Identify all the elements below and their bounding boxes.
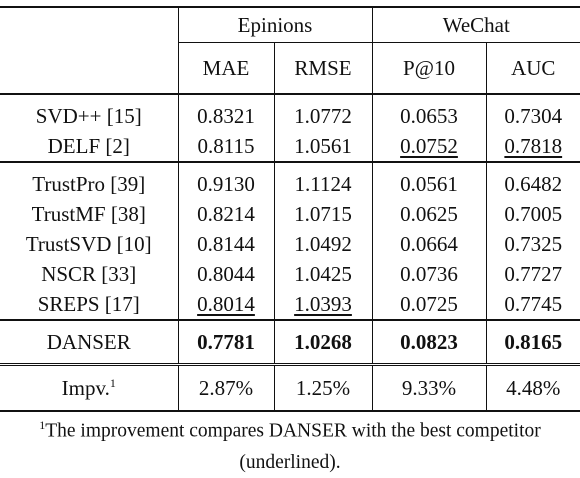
table-row: SVD++ [15] 0.8321 1.0772 0.0653 0.7304 [0, 93, 580, 131]
value-cell: 1.0772 [273, 93, 372, 131]
improvement-label: Impv. [61, 375, 110, 400]
method-name: DELF [2] [47, 133, 130, 158]
value-cell: 0.0625 [371, 199, 486, 229]
improvement-value: 2.87% [177, 363, 274, 412]
value-cell: 1.1124 [273, 161, 372, 199]
value-cell: 0.8144 [177, 229, 274, 259]
value-cell: 0.7304 [485, 93, 580, 131]
improvement-value: 4.48% [485, 363, 580, 412]
footnote-text: The improvement compares DANSER with the… [45, 420, 541, 442]
value-cell-underlined: 0.8014 [197, 291, 255, 316]
improvement-label-cell: Impv.1 [0, 363, 178, 412]
method-name: SVD++ [15] [0, 93, 178, 131]
value-cell: 0.8321 [177, 93, 274, 131]
value-cell: 0.0653 [371, 93, 486, 131]
table-row: TrustMF [38] 0.8214 1.0715 0.0625 0.7005 [0, 199, 580, 229]
footnote-line-1: 1The improvement compares DANSER with th… [0, 410, 580, 447]
table-row: TrustSVD [10] 0.8144 1.0492 0.0664 0.732… [0, 229, 580, 259]
method-name: TrustSVD [10] [25, 231, 152, 256]
method-name-ours: DANSER [0, 319, 178, 365]
table-row: SREPS [17] 0.8014 1.0393 0.0725 0.7745 [0, 289, 580, 320]
table-row-ours: DANSER 0.7781 1.0268 0.0823 0.8165 [0, 319, 580, 365]
improvement-value: 1.25% [273, 363, 372, 412]
value-cell-underlined: 0.0752 [400, 133, 458, 158]
value-cell-best: 0.7781 [177, 319, 274, 365]
table-row: TrustPro [39] 0.9130 1.1124 0.0561 0.648… [0, 161, 580, 199]
footnote-marker: 1 [109, 375, 116, 390]
value-cell: 1.0425 [273, 259, 372, 289]
value-cell: 1.0715 [273, 199, 372, 229]
footnote-line-2: (underlined). [239, 451, 341, 473]
method-name: NSCR [33] [41, 261, 137, 286]
value-cell: 0.8214 [177, 199, 274, 229]
header-group-epinions: Epinions [177, 6, 372, 43]
value-cell-underlined: 0.7818 [504, 133, 563, 158]
header-empty-cell [0, 6, 178, 43]
value-cell: 0.7745 [485, 289, 580, 320]
value-cell-best: 0.0823 [371, 319, 486, 365]
header-metric-auc: AUC [485, 42, 580, 94]
value-cell: 0.7005 [485, 199, 580, 229]
header-row-groups: Epinions WeChat [0, 6, 580, 43]
header-group-wechat: WeChat [371, 6, 580, 43]
table-footnote: 1The improvement compares DANSER with th… [0, 410, 580, 478]
value-cell: 0.7727 [485, 259, 580, 289]
method-name: TrustMF [38] [31, 201, 146, 226]
value-cell: 0.0736 [371, 259, 486, 289]
value-cell-best: 0.8165 [485, 319, 580, 365]
table-row-improvement: Impv.1 2.87% 1.25% 9.33% 4.48% [0, 363, 580, 412]
value-cell: 0.8115 [177, 131, 274, 162]
value-cell: 0.0725 [371, 289, 486, 320]
header-metric-rmse: RMSE [273, 42, 372, 94]
results-table: Epinions WeChat MAE RMSE P@10 AUC SVD++ … [0, 6, 580, 412]
header-row-metrics: MAE RMSE P@10 AUC [0, 42, 580, 95]
method-name: TrustPro [39] [0, 161, 178, 199]
footnote-mark: 1 [39, 418, 46, 432]
value-cell: 0.9130 [177, 161, 274, 199]
header-metric-mae: MAE [177, 42, 274, 94]
value-cell: 0.7325 [485, 229, 580, 259]
table-row: DELF [2] 0.8115 1.0561 0.0752 0.7818 [0, 131, 580, 162]
value-cell: 0.6482 [485, 161, 580, 199]
value-cell-underlined: 1.0393 [294, 291, 352, 316]
value-cell: 0.0561 [371, 161, 486, 199]
value-cell: 1.0561 [273, 131, 372, 162]
table-row: NSCR [33] 0.8044 1.0425 0.0736 0.7727 [0, 259, 580, 289]
header-metric-p10: P@10 [371, 42, 486, 94]
value-cell-best: 1.0268 [273, 319, 372, 365]
value-cell: 1.0492 [273, 229, 372, 259]
header-empty-cell [0, 43, 178, 95]
value-cell: 0.8044 [177, 259, 274, 289]
improvement-value: 9.33% [371, 363, 486, 412]
method-name: SREPS [17] [37, 291, 140, 316]
value-cell: 0.0664 [371, 229, 486, 259]
